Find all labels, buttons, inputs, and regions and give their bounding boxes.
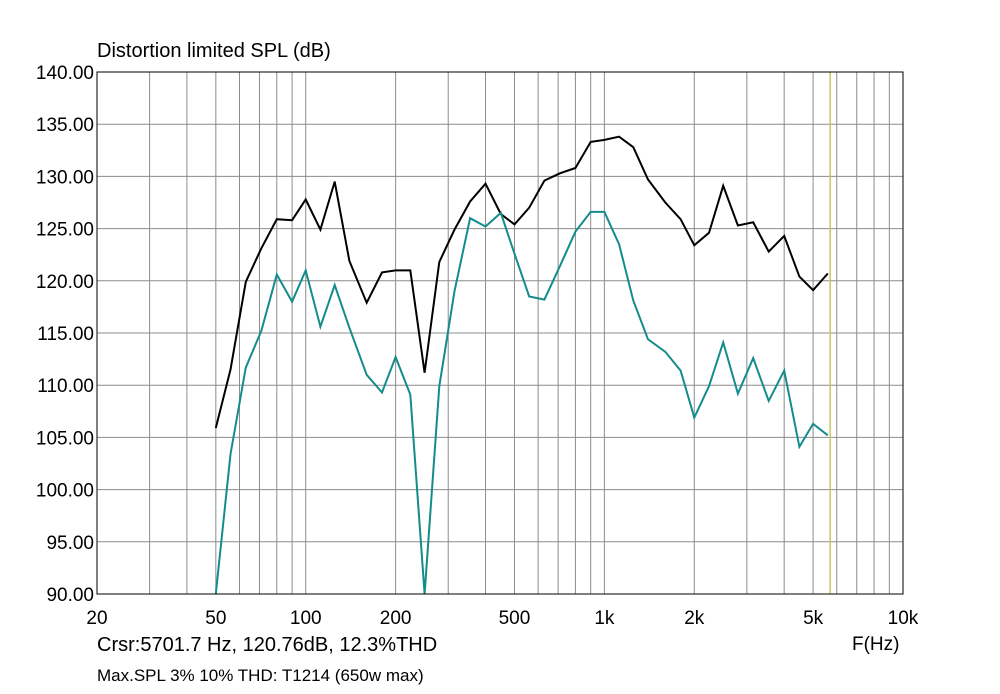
x-tick-label: 50 bbox=[205, 608, 226, 629]
y-tick-label: 90.00 bbox=[46, 585, 94, 606]
y-tick-label: 135.00 bbox=[36, 115, 94, 136]
y-tick-label: 95.00 bbox=[46, 533, 94, 554]
plot-frame bbox=[96, 71, 904, 595]
grid bbox=[97, 71, 903, 595]
x-tick-labels: 20 50 100 200 500 1k 2k 5k 10k bbox=[86, 608, 918, 629]
y-tick-label: 100.00 bbox=[36, 481, 94, 502]
x-tick-label: 20 bbox=[86, 608, 107, 629]
x-tick-label: 100 bbox=[290, 608, 322, 629]
x-tick-label: 500 bbox=[499, 608, 531, 629]
series-layer bbox=[214, 135, 829, 595]
x-tick-label: 1k bbox=[594, 608, 615, 629]
x-axis-label: F(Hz) bbox=[852, 634, 899, 655]
x-tick-label: 5k bbox=[803, 608, 824, 629]
chart-subtitle: Max.SPL 3% 10% THD: T1214 (650w max) bbox=[97, 666, 424, 685]
y-tick-label: 130.00 bbox=[36, 167, 94, 188]
y-tick-label: 120.00 bbox=[36, 272, 94, 293]
cursor-readout: Crsr:5701.7 Hz, 120.76dB, 12.3%THD bbox=[97, 634, 438, 656]
y-tick-labels: 90.00 95.00 100.00 105.00 110.00 115.00 120.00… bbox=[36, 63, 94, 606]
series-line-1 bbox=[214, 135, 829, 429]
x-tick-label: 200 bbox=[380, 608, 412, 629]
x-tick-label: 2k bbox=[684, 608, 705, 629]
chart-title: Distortion limited SPL (dB) bbox=[97, 40, 331, 62]
y-tick-label: 115.00 bbox=[37, 324, 94, 345]
y-tick-label: 105.00 bbox=[36, 428, 94, 449]
x-tick-label: 10k bbox=[888, 608, 919, 629]
y-tick-label: 110.00 bbox=[37, 376, 94, 397]
y-tick-label: 125.00 bbox=[36, 220, 94, 241]
y-tick-label: 140.00 bbox=[36, 63, 94, 84]
series-line-2 bbox=[214, 210, 829, 595]
